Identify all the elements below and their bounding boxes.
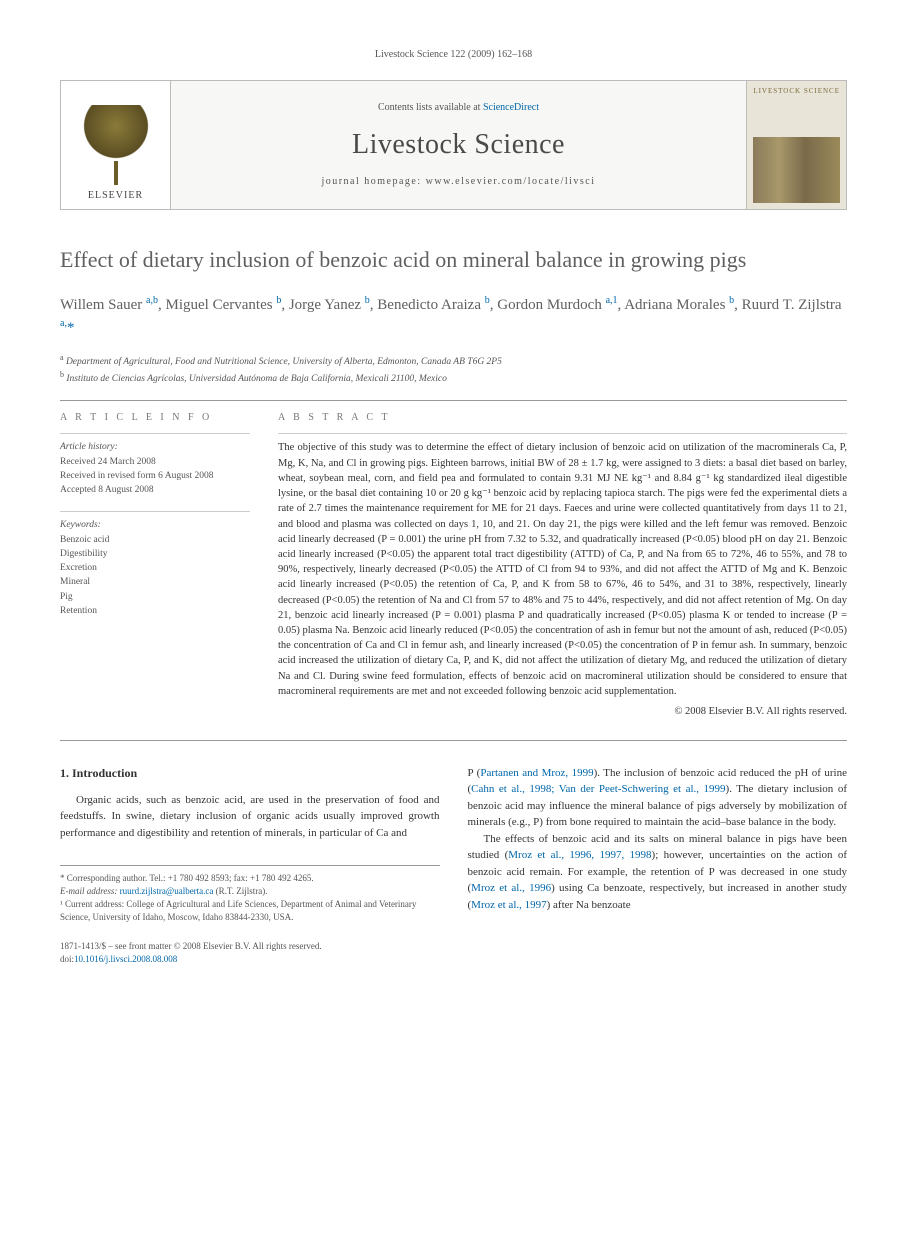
footer-block: 1871-1413/$ – see front matter © 2008 El… (60, 940, 847, 965)
journal-name: Livestock Science (352, 125, 565, 164)
affiliation-b: b Instituto de Ciencias Agrícolas, Unive… (60, 369, 847, 386)
body-paragraph: P (Partanen and Mroz, 1999). The inclusi… (468, 765, 848, 831)
publisher-logo-block: ELSEVIER (61, 81, 171, 209)
keywords-block: Keywords: Benzoic acid Digestibility Exc… (60, 518, 250, 618)
body-two-column: 1. Introduction Organic acids, such as b… (60, 765, 847, 924)
body-paragraph: Organic acids, such as benzoic acid, are… (60, 792, 440, 842)
keyword: Benzoic acid (60, 533, 250, 547)
abstract-copyright: © 2008 Elsevier B.V. All rights reserved… (278, 705, 847, 720)
doi-line: doi:10.1016/j.livsci.2008.08.008 (60, 953, 847, 966)
doi-label: doi: (60, 954, 74, 964)
divider (60, 400, 847, 401)
contents-available-line: Contents lists available at ScienceDirec… (378, 101, 539, 115)
citation-link[interactable]: Partanen and Mroz, 1999 (480, 767, 593, 779)
citation-link[interactable]: Mroz et al., 1997 (471, 899, 546, 911)
body-column-right: P (Partanen and Mroz, 1999). The inclusi… (468, 765, 848, 924)
history-line: Accepted 8 August 2008 (60, 483, 250, 497)
article-history: Article history: Received 24 March 2008 … (60, 440, 250, 497)
keyword: Pig (60, 590, 250, 604)
section-heading: 1. Introduction (60, 765, 440, 782)
keyword: Retention (60, 604, 250, 618)
citation-link[interactable]: Mroz et al., 1996, 1997, 1998 (508, 849, 651, 861)
cover-image (753, 137, 840, 203)
journal-masthead: ELSEVIER Contents lists available at Sci… (60, 80, 847, 210)
abstract-text: The objective of this study was to deter… (278, 440, 847, 699)
abstract-label: A B S T R A C T (278, 411, 847, 425)
affiliations: a Department of Agricultural, Food and N… (60, 352, 847, 387)
article-title: Effect of dietary inclusion of benzoic a… (60, 246, 847, 275)
divider (60, 511, 250, 512)
journal-homepage-line: journal homepage: www.elsevier.com/locat… (321, 175, 595, 189)
author-current-address-note: ¹ Current address: College of Agricultur… (60, 898, 440, 924)
abstract-column: A B S T R A C T The objective of this st… (278, 411, 847, 719)
homepage-url: www.elsevier.com/locate/livsci (426, 176, 596, 187)
email-line: E-mail address: ruurd.zijlstra@ualberta.… (60, 885, 440, 898)
doi-link[interactable]: 10.1016/j.livsci.2008.08.008 (74, 954, 177, 964)
running-head: Livestock Science 122 (2009) 162–168 (60, 48, 847, 62)
divider (60, 433, 250, 434)
article-info-label: A R T I C L E I N F O (60, 411, 250, 425)
history-line: Received 24 March 2008 (60, 455, 250, 469)
elsevier-tree-icon (81, 105, 151, 185)
divider (278, 433, 847, 434)
contents-prefix: Contents lists available at (378, 102, 483, 113)
email-link[interactable]: ruurd.zijlstra@ualberta.ca (120, 886, 214, 896)
affiliation-a: a Department of Agricultural, Food and N… (60, 352, 847, 369)
masthead-center: Contents lists available at ScienceDirec… (171, 81, 746, 209)
article-info-column: A R T I C L E I N F O Article history: R… (60, 411, 250, 719)
cover-title: LIVESTOCK SCIENCE (753, 87, 840, 97)
homepage-label: journal homepage: (321, 176, 425, 187)
divider (60, 740, 847, 741)
keyword: Excretion (60, 561, 250, 575)
history-line: Received in revised form 6 August 2008 (60, 469, 250, 483)
citation-link[interactable]: Mroz et al., 1996 (471, 882, 551, 894)
history-heading: Article history: (60, 440, 250, 454)
body-column-left: 1. Introduction Organic acids, such as b… (60, 765, 440, 924)
email-label: E-mail address: (60, 886, 120, 896)
issn-copyright-line: 1871-1413/$ – see front matter © 2008 El… (60, 940, 847, 953)
authors-line: Willem Sauer a,b, Miguel Cervantes b, Jo… (60, 293, 847, 340)
email-suffix: (R.T. Zijlstra). (213, 886, 267, 896)
keywords-heading: Keywords: (60, 518, 250, 532)
citation-link[interactable]: Cahn et al., 1998; Van der Peet-Schwerin… (471, 783, 725, 795)
publisher-name: ELSEVIER (88, 189, 143, 203)
keyword: Mineral (60, 575, 250, 589)
keyword: Digestibility (60, 547, 250, 561)
sciencedirect-link[interactable]: ScienceDirect (483, 102, 539, 113)
body-paragraph: The effects of benzoic acid and its salt… (468, 831, 848, 914)
footnotes-block: * Corresponding author. Tel.: +1 780 492… (60, 865, 440, 924)
journal-cover-thumb: LIVESTOCK SCIENCE (746, 81, 846, 209)
corresponding-author-note: * Corresponding author. Tel.: +1 780 492… (60, 872, 440, 885)
